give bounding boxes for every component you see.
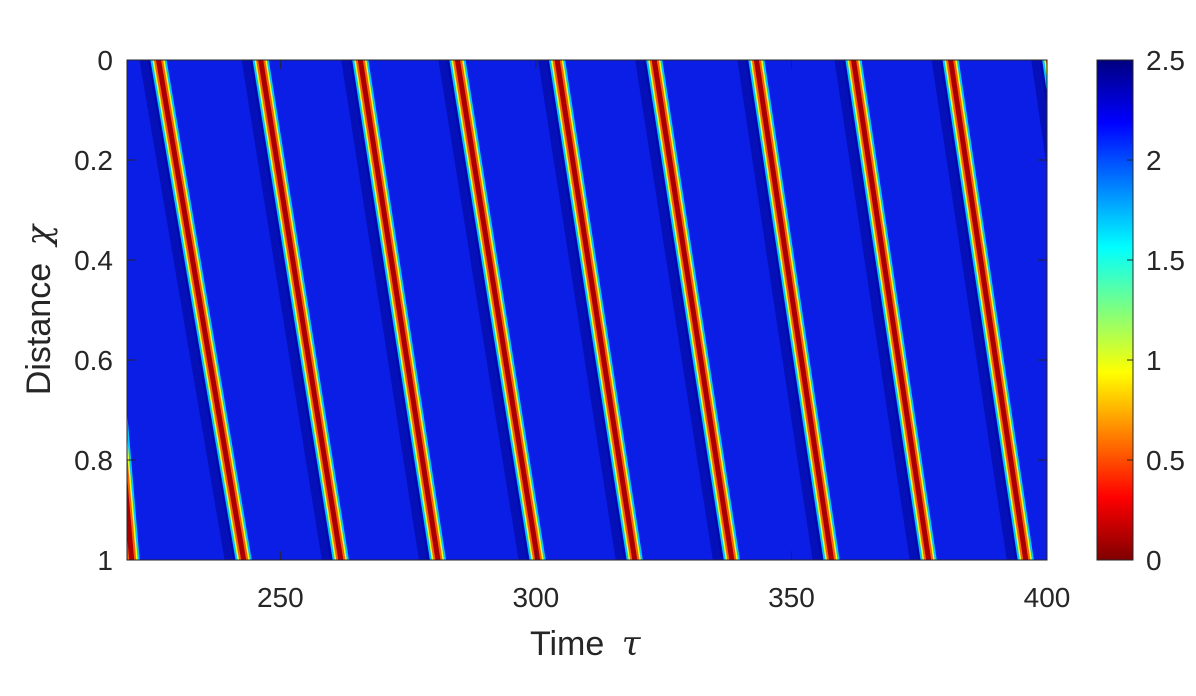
- y-tick-label: 0.4: [74, 245, 113, 276]
- wave-front-6: [538, 60, 643, 560]
- x-tick-label: 250: [257, 582, 304, 613]
- colorbar-tick-label: 0.5: [1146, 445, 1185, 476]
- wave-front-9: [834, 60, 937, 560]
- colorbar-tick-label: 1.5: [1146, 245, 1185, 276]
- heatmap-area: [75, 55, 1048, 565]
- wave-core: [357, 60, 441, 560]
- wave-front-5: [438, 60, 546, 560]
- x-tick-label: 300: [513, 582, 560, 613]
- wave-refractory-dark: [241, 60, 332, 560]
- y-tick-label: 0.6: [74, 345, 113, 376]
- wave-front-3: [241, 60, 349, 560]
- y-axis-ticks: 0 0.2 0.4 0.6 0.8 1: [74, 45, 1047, 576]
- wave-front-1: [75, 55, 140, 565]
- wave-front-10: [931, 60, 1034, 560]
- y-tick-label: 1: [97, 545, 113, 576]
- colorbar-ticks: 0 0.5 1 1.5 2 2.5: [1127, 45, 1185, 576]
- wave-halo: [127, 434, 138, 560]
- x-axis-symbol: τ: [622, 624, 642, 664]
- wave-core: [127, 475, 135, 560]
- y-tick-label: 0.8: [74, 445, 113, 476]
- wave-refractory-dark: [438, 60, 529, 560]
- wave-halo-outer: [127, 410, 140, 560]
- wave-core: [554, 60, 638, 560]
- wave-core: [258, 60, 344, 560]
- wave-refractory-dark: [635, 60, 723, 560]
- colorbar-tick-label: 2: [1146, 145, 1162, 176]
- wave-refractory: [127, 545, 129, 560]
- wave-front-2: [139, 60, 252, 560]
- colorbar-tick-label: 0: [1146, 545, 1162, 576]
- colorbar-tick-label: 1: [1146, 345, 1162, 376]
- wave-refractory-dark: [139, 60, 235, 560]
- wave-refractory-dark: [931, 60, 1017, 560]
- x-tick-label: 400: [1024, 582, 1071, 613]
- colorbar-scale: [1096, 59, 1134, 561]
- wave-core: [851, 60, 932, 560]
- wave-refractory-dark: [834, 60, 920, 560]
- wave-core: [454, 60, 541, 560]
- wave-front-7: [635, 60, 740, 560]
- wave-front-4: [341, 60, 447, 560]
- wave-core: [651, 60, 735, 560]
- y-axis-label: Distance χ: [19, 222, 59, 395]
- x-tick-label: 350: [768, 582, 815, 613]
- wave-front-8: [737, 60, 840, 560]
- plot-frame: [126, 59, 1048, 561]
- colorbar: 0 0.5 1 1.5 2 2.5: [1096, 45, 1185, 576]
- y-axis-symbol: χ: [19, 222, 59, 247]
- wave-refractory-dark: [341, 60, 430, 560]
- wave-refractory-dark: [737, 60, 823, 560]
- wave-refractory-dark: [538, 60, 626, 560]
- wave-edge: [127, 451, 137, 560]
- x-axis-ticks: 250 300 350 400: [257, 60, 1070, 613]
- wave-core: [753, 60, 835, 560]
- wave-core: [948, 60, 1029, 560]
- colorbar-tick-label: 2.5: [1146, 45, 1185, 76]
- x-axis-label: Time τ: [530, 624, 642, 664]
- wave-core: [155, 60, 247, 560]
- wave-refractory-dark: [75, 55, 118, 565]
- y-tick-label: 0: [97, 45, 113, 76]
- y-tick-label: 0.2: [74, 145, 113, 176]
